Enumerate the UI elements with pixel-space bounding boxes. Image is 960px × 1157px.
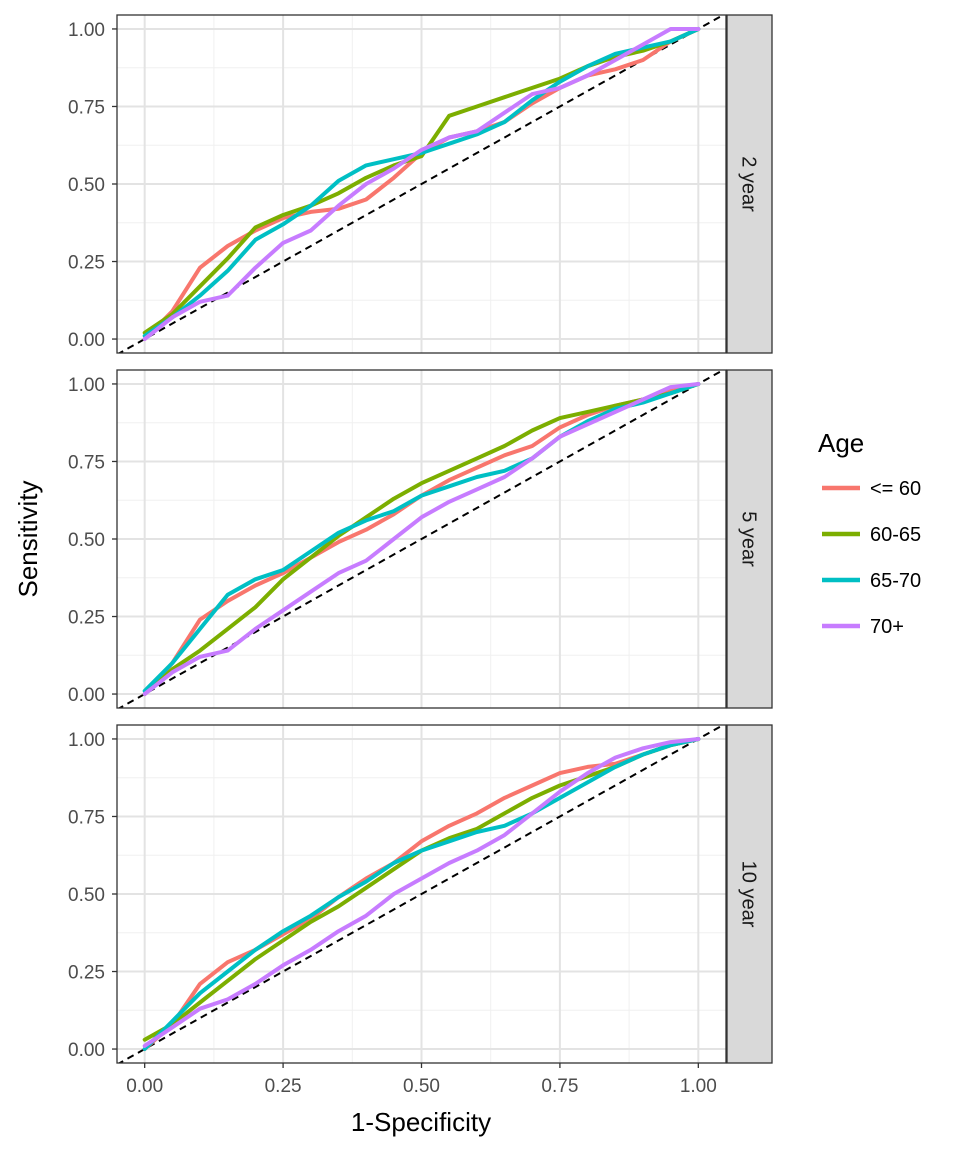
legend-label: 70+ [870, 616, 904, 638]
strip-background [726, 14, 773, 354]
y-tick-label: 0.75 [68, 807, 105, 828]
legend-label: 65-70 [870, 570, 921, 592]
x-tick-label: 1.00 [680, 1076, 717, 1097]
y-tick-label: 0.50 [68, 885, 105, 906]
y-tick-label: 0.00 [68, 330, 105, 351]
x-tick-label: 0.75 [541, 1076, 578, 1097]
x-tick-label: 0.00 [126, 1076, 163, 1097]
y-tick-label: 0.25 [68, 253, 105, 274]
panel-2: 10 year 0.00 0.25 0.50 0.75 1.00 0.00 0.25 0.50 0… [68, 724, 773, 1097]
series-line-70- [142, 27, 701, 341]
y-tick-label: 1.00 [68, 375, 105, 396]
panel-0: 2 year 0.00 0.25 0.50 0.75 1.00 [68, 14, 773, 354]
legend-label: 60-65 [870, 524, 921, 546]
strip-background [726, 369, 773, 709]
y-tick-label: 0.75 [68, 97, 105, 118]
reference-diagonal [117, 15, 726, 353]
legend-title: Age [818, 428, 864, 458]
y-tick-label: 0.25 [68, 963, 105, 984]
y-tick-label: 0.00 [68, 685, 105, 706]
y-tick-label: 0.75 [68, 452, 105, 473]
y-tick-label: 0.25 [68, 608, 105, 629]
reference-diagonal [117, 370, 726, 708]
series-line-65-70 [142, 382, 701, 693]
y-tick-label: 1.00 [68, 730, 105, 751]
y-axis-label: Sensitivity [13, 480, 43, 597]
strip-label: 5 year [738, 511, 760, 567]
legend-label: <= 60 [870, 478, 921, 500]
series-line-65-70 [142, 737, 701, 1051]
x-tick-label: 0.25 [265, 1076, 302, 1097]
series-line-70- [142, 382, 701, 696]
y-tick-label: 0.50 [68, 175, 105, 196]
x-axis-label: 1-Specificity [351, 1107, 491, 1137]
strip-background [726, 724, 773, 1064]
legend: <= 60 60-65 65-70 70+ [822, 478, 921, 638]
y-tick-label: 0.00 [68, 1040, 105, 1061]
y-tick-label: 1.00 [68, 20, 105, 41]
series-line-70- [142, 737, 701, 1048]
series-line-60-65 [142, 382, 701, 696]
x-tick-label: 0.50 [403, 1076, 440, 1097]
strip-label: 2 year [738, 156, 760, 212]
panel-1: 5 year 0.00 0.25 0.50 0.75 1.00 [68, 369, 773, 709]
strip-label: 10 year [738, 861, 760, 928]
reference-diagonal [117, 725, 726, 1063]
series-line-65-70 [142, 27, 701, 338]
y-tick-label: 0.50 [68, 530, 105, 551]
